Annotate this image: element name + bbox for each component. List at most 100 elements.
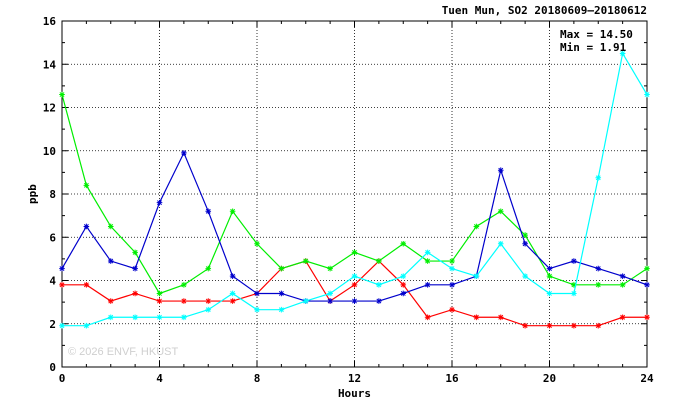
- y-tick-label: 14: [43, 58, 57, 71]
- data-point: [327, 290, 333, 297]
- data-point: [522, 273, 528, 279]
- x-tick-label: 20: [543, 372, 556, 385]
- data-point: [59, 322, 65, 329]
- data-point: [424, 282, 431, 288]
- data-point: [205, 265, 212, 272]
- data-point: [619, 314, 626, 321]
- data-point: [546, 273, 553, 279]
- data-point: [497, 240, 504, 247]
- data-point: [254, 306, 260, 313]
- grid-lines: [62, 21, 647, 367]
- data-point: [546, 322, 553, 329]
- data-point: [473, 314, 480, 321]
- series-group: [59, 50, 650, 329]
- data-point: [644, 282, 650, 288]
- data-point: [449, 306, 455, 313]
- data-point: [107, 258, 114, 264]
- data-point: [619, 50, 626, 57]
- data-point: [83, 282, 90, 288]
- min-annotation: Min = 1.91: [560, 41, 627, 54]
- y-tick-label: 6: [49, 231, 56, 244]
- data-point: [205, 306, 212, 313]
- x-tick-label: 8: [254, 372, 261, 385]
- data-point: [229, 273, 236, 279]
- data-point: [59, 265, 65, 272]
- data-point: [156, 199, 163, 206]
- data-point: [424, 249, 431, 256]
- data-point: [424, 314, 431, 321]
- data-point: [595, 174, 602, 181]
- y-axis-label: ppb: [26, 184, 39, 204]
- data-point: [83, 223, 90, 230]
- data-point: [595, 282, 602, 288]
- data-point: [546, 290, 553, 297]
- y-tick-label: 0: [49, 361, 56, 374]
- data-point: [59, 91, 65, 98]
- data-point: [376, 282, 382, 288]
- x-tick-label: 4: [156, 372, 163, 385]
- data-point: [181, 314, 187, 321]
- data-point: [327, 265, 333, 272]
- data-point: [497, 167, 504, 174]
- x-tick-label: 24: [640, 372, 654, 385]
- data-point: [522, 322, 528, 329]
- data-point: [449, 258, 455, 264]
- data-point: [473, 223, 480, 230]
- data-point: [376, 298, 382, 304]
- data-point: [546, 265, 553, 272]
- data-point: [424, 258, 431, 264]
- data-point: [619, 273, 626, 279]
- data-point: [351, 298, 358, 304]
- data-point: [400, 273, 407, 279]
- data-point: [327, 298, 333, 304]
- data-point: [132, 249, 138, 256]
- y-tick-label: 8: [49, 188, 56, 201]
- data-point: [229, 290, 236, 297]
- y-tick-label: 2: [49, 318, 56, 331]
- data-point: [449, 265, 455, 272]
- data-point: [571, 258, 577, 264]
- data-point: [400, 240, 407, 247]
- data-point: [522, 232, 528, 238]
- data-point: [59, 282, 65, 288]
- data-point: [571, 322, 577, 329]
- data-point: [571, 290, 577, 297]
- x-axis-label: Hours: [338, 387, 371, 400]
- data-point: [205, 298, 212, 304]
- data-point: [497, 314, 504, 321]
- data-point: [644, 265, 650, 272]
- watermark: © 2026 ENVF, HKUST: [68, 346, 178, 358]
- data-point: [619, 282, 626, 288]
- data-point: [400, 282, 407, 288]
- data-point: [254, 290, 260, 297]
- data-point: [156, 298, 163, 304]
- data-point: [302, 258, 309, 264]
- data-point: [400, 290, 407, 297]
- data-point: [644, 314, 650, 321]
- data-point: [181, 150, 187, 156]
- data-point: [449, 282, 455, 288]
- data-point: [278, 306, 285, 313]
- data-point: [522, 240, 528, 247]
- data-point: [473, 273, 480, 279]
- data-point: [107, 314, 114, 321]
- data-point: [644, 91, 650, 98]
- data-point: [571, 282, 577, 288]
- data-point: [229, 298, 236, 304]
- data-point: [107, 223, 114, 230]
- data-point: [497, 208, 504, 215]
- data-point: [376, 258, 382, 264]
- data-point: [132, 314, 138, 321]
- data-point: [205, 208, 212, 215]
- data-point: [181, 298, 187, 304]
- data-point: [156, 314, 163, 321]
- data-point: [132, 290, 138, 297]
- data-point: [595, 265, 602, 272]
- y-tick-label: 10: [43, 145, 56, 158]
- data-point: [254, 240, 260, 247]
- data-point: [181, 282, 187, 288]
- data-point: [351, 282, 358, 288]
- data-point: [107, 298, 114, 304]
